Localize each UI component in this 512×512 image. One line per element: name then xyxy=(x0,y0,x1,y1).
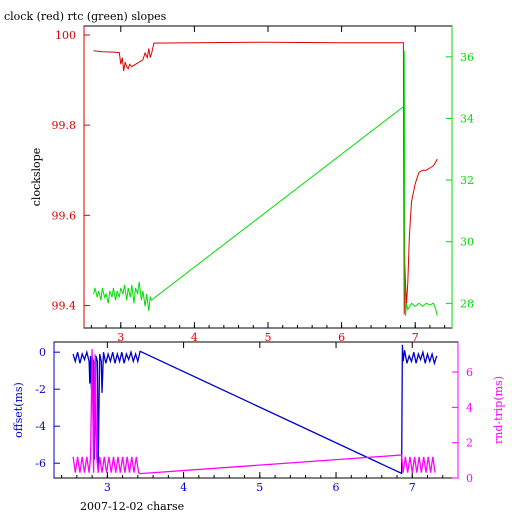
y2-tick-label: 6 xyxy=(466,366,473,379)
y-tick-label: 99.6 xyxy=(52,209,77,222)
chart-title: clock (red) rtc (green) slopes xyxy=(4,10,167,23)
y-axis-label: offset(ms) xyxy=(12,382,25,438)
bottom-panel: 3 4 5 6 7 0 -2 -4 -6 0 2 4 6 offset(ms) rnd-trip(ms) xyxy=(12,341,505,494)
x-tick-label: 7 xyxy=(412,331,419,344)
x-tick-label: 4 xyxy=(191,331,198,344)
x-tick-label: 6 xyxy=(338,331,345,344)
x-tick-label: 6 xyxy=(333,481,340,494)
y2-axis-label: rnd-trip(ms) xyxy=(492,376,505,444)
y-axis-label: clockslope xyxy=(30,148,43,206)
y2-tick-label: 4 xyxy=(466,401,473,414)
y2-tick-label: 34 xyxy=(460,112,474,125)
y-tick-label: 99.8 xyxy=(52,119,77,132)
y-tick-label: 100 xyxy=(55,29,76,42)
y-tick-label: -6 xyxy=(35,457,46,470)
y-tick-label: -4 xyxy=(35,420,46,433)
series-line-clock xyxy=(93,41,438,315)
y-tick-label: -2 xyxy=(35,383,46,396)
y2-tick-label: 0 xyxy=(466,472,473,485)
footer-label: 2007-12-02 charse xyxy=(80,500,184,512)
x-tick-label: 3 xyxy=(104,481,111,494)
y-tick-label: 0 xyxy=(39,346,46,359)
series-line-rnd-trip xyxy=(72,349,436,475)
y2-tick-label: 36 xyxy=(460,51,474,64)
series-line-rtc xyxy=(93,50,438,316)
x-tick-label: 4 xyxy=(180,481,187,494)
x-tick-label: 5 xyxy=(256,481,263,494)
y2-tick-label: 28 xyxy=(460,297,474,310)
y2-tick-label: 2 xyxy=(466,437,473,450)
x-tick-label: 7 xyxy=(409,481,416,494)
y-tick-label: 99.4 xyxy=(52,299,77,312)
x-tick-label: 5 xyxy=(265,331,272,344)
y2-tick-label: 30 xyxy=(460,236,474,249)
x-tick-label: 3 xyxy=(117,331,124,344)
y2-tick-label: 32 xyxy=(460,174,474,187)
series-line-offset xyxy=(72,344,438,475)
